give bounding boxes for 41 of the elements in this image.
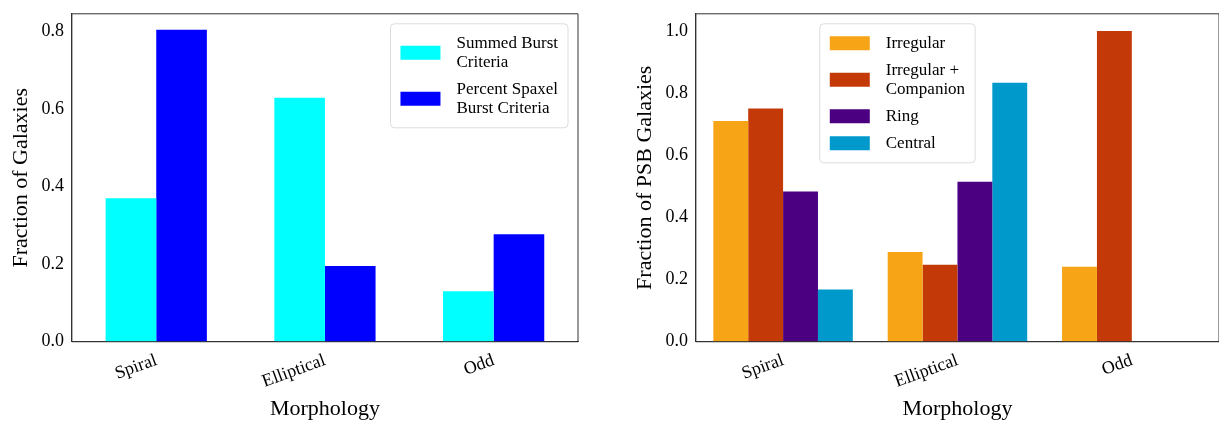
bar: [493, 234, 545, 342]
bar: [156, 29, 207, 342]
legend-label: Central: [885, 132, 937, 152]
y-tick-label: 0.6: [665, 143, 688, 164]
bar: [324, 266, 376, 342]
x-axis-title: Morphology: [269, 394, 380, 420]
y-tick-label: 0.0: [41, 330, 64, 351]
legend-label: Summed Burst Criteria: [456, 32, 559, 71]
y-tick-label: 0.4: [41, 175, 64, 196]
y-axis-title: Fraction of PSB Galaxies: [630, 65, 656, 290]
legend-label: Percent Spaxel Burst Criteria: [456, 78, 559, 117]
x-tick-label: Spiral: [111, 349, 160, 383]
legend-label: Ring: [885, 105, 920, 125]
bar: [783, 191, 818, 342]
x-tick-label: Odd: [460, 349, 497, 379]
legend-label: Irregular: [885, 32, 946, 52]
bar: [1062, 266, 1097, 342]
y-tick-label: 0.8: [41, 20, 64, 40]
bar: [274, 97, 325, 342]
bar: [817, 289, 853, 342]
bar: [922, 264, 958, 342]
bar: [713, 121, 749, 342]
bar: [443, 291, 494, 342]
x-tick-label: Spiral: [738, 349, 787, 383]
y-axis-title: Fraction of Galaxies: [6, 87, 32, 268]
bar: [992, 82, 1028, 342]
bar: [957, 181, 993, 342]
y-tick-label: 0.0: [665, 330, 688, 351]
bar: [887, 251, 923, 342]
legend-label: Irregular + Companion: [885, 59, 966, 98]
y-tick-label: 0.4: [665, 206, 688, 227]
x-axis-title: Morphology: [902, 394, 1013, 420]
y-tick-label: 0.8: [665, 81, 688, 102]
bar: [1096, 30, 1132, 342]
y-tick-label: 0.6: [41, 97, 64, 118]
bar: [748, 108, 784, 342]
x-tick-label: Odd: [1098, 349, 1135, 379]
bar: [105, 198, 157, 342]
y-tick-label: 0.2: [665, 268, 688, 289]
y-tick-label: 0.2: [41, 252, 64, 273]
y-tick-label: 1.0: [665, 19, 688, 40]
